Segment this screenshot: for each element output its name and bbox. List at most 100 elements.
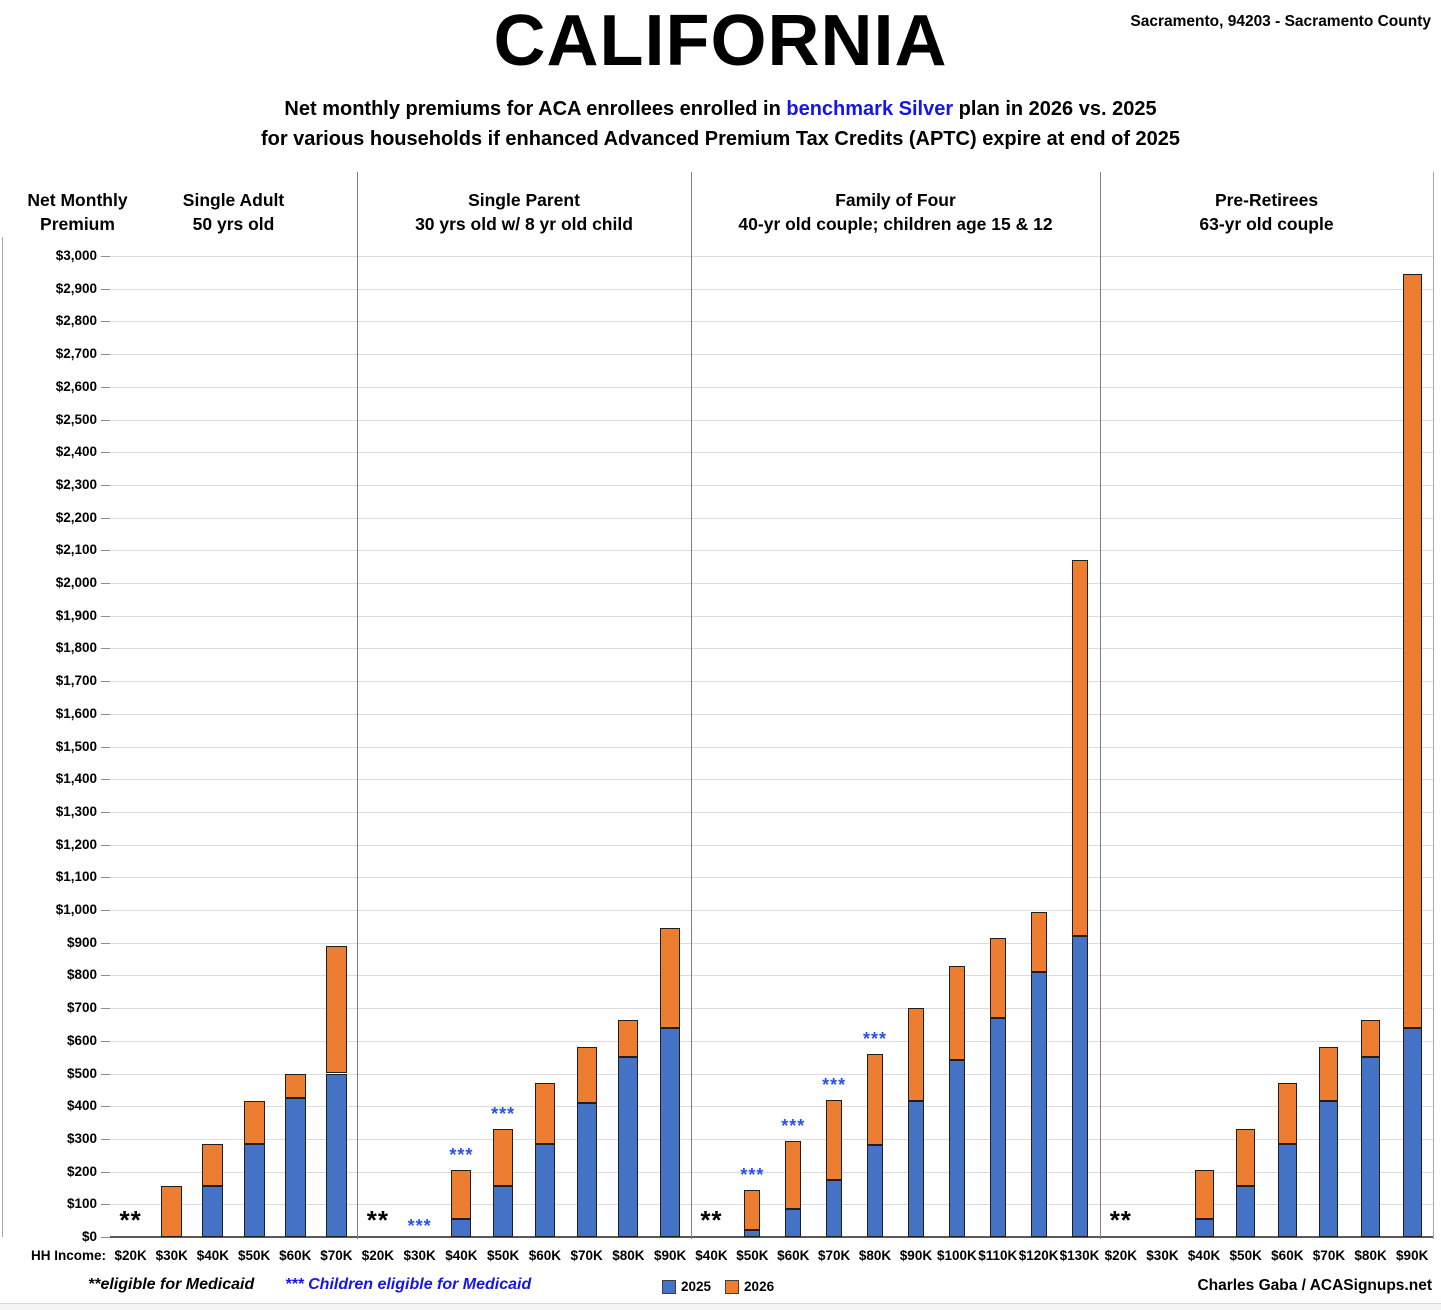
x-label: $20K [1104, 1248, 1137, 1263]
grid-line [110, 811, 1433, 813]
legend-item-2025: 2025 [662, 1279, 711, 1294]
x-label: $60K [528, 1248, 562, 1263]
x-label: $80K [858, 1248, 892, 1263]
grid-line [110, 779, 1433, 781]
panel-title: Single Parent [468, 190, 580, 210]
panel-divider [1100, 172, 1101, 1239]
grid-line [110, 713, 1433, 715]
y-tick-label: $800 [66, 967, 97, 983]
footnote-medicaid: **eligible for Medicaid [88, 1276, 255, 1293]
bar-2025-segment [451, 1219, 472, 1237]
y-axis-tick [101, 1008, 110, 1010]
bottom-strip [0, 1304, 1441, 1310]
grid-line [110, 1073, 1433, 1075]
children-medicaid-marker: *** [491, 1104, 516, 1125]
grid-line [110, 288, 1433, 290]
y-axis-tick [101, 648, 110, 650]
y-axis-tick [101, 288, 110, 290]
grid-line [110, 386, 1433, 388]
bar-2025-segment [243, 1143, 265, 1237]
bar-2026-segment [660, 927, 681, 1028]
bar-2026-segment [1319, 1047, 1339, 1102]
y-tick-label: $2,500 [55, 411, 97, 427]
bar-2026-segment [1194, 1169, 1214, 1219]
y-axis-tick [101, 484, 110, 486]
bar-2025-segment [907, 1101, 924, 1237]
legend-item-2026: 2026 [725, 1279, 774, 1294]
x-label: $50K [486, 1248, 520, 1263]
y-tick-label: $200 [66, 1163, 97, 1179]
y-tick-label: $2,100 [55, 542, 97, 558]
panel-subtitle: 63-yr old couple [1199, 214, 1334, 234]
x-label: $60K [777, 1248, 810, 1263]
y-axis-tick [101, 713, 110, 715]
grid-line [110, 681, 1433, 683]
children-medicaid-marker: *** [781, 1115, 806, 1136]
subtitle-highlight: benchmark Silver [786, 98, 954, 120]
y-axis-tick [101, 452, 110, 454]
y-tick-label: $1,900 [55, 607, 97, 623]
x-label: $20K [114, 1248, 147, 1263]
grid-line [110, 484, 1433, 486]
bar-2025-segment [1194, 1219, 1214, 1237]
bar-2026-segment [493, 1129, 514, 1187]
grid-line [110, 321, 1433, 323]
y-tick-label: $1,700 [55, 673, 97, 689]
chart-left-edge [2, 237, 3, 1237]
x-label: $130K [1059, 1248, 1100, 1263]
y-axis-tick [101, 583, 110, 584]
bar-2026-segment [744, 1189, 761, 1231]
legend-swatch-2025 [662, 1279, 676, 1294]
bar-2025-segment [325, 1073, 347, 1237]
bar-2025-segment [1236, 1186, 1256, 1237]
y-tick-label: $0 [81, 1229, 97, 1244]
y-axis-tick [101, 779, 110, 781]
bar-2025-segment [202, 1186, 224, 1237]
subtitle-text-before: Net monthly premiums for ACA enrollees e… [284, 98, 787, 120]
y-axis-tick [101, 354, 110, 356]
grid-line [110, 648, 1433, 650]
bar-2025-segment [1277, 1143, 1297, 1237]
y-tick-label: $2,800 [55, 313, 97, 329]
chart-legend: 2025 2026 [662, 1279, 774, 1294]
y-tick-label: $1,100 [55, 869, 97, 885]
bar-2025-segment [744, 1230, 761, 1237]
y-tick-label: $2,000 [55, 575, 97, 590]
bar-2026-segment [161, 1186, 183, 1237]
y-axis-tick [101, 1171, 110, 1173]
children-medicaid-marker: *** [407, 1216, 432, 1236]
chart-right-edge [1433, 172, 1434, 1239]
x-axis-line [110, 1236, 1433, 1238]
medicaid-marker: ** [366, 1205, 389, 1235]
x-label: $40K [695, 1248, 728, 1263]
grid-line [110, 1106, 1433, 1108]
bar-2026-segment [1236, 1129, 1256, 1187]
grid-line [110, 942, 1433, 944]
legend-swatch-2026 [725, 1279, 740, 1294]
panel-subtitle: 50 yrs old [192, 214, 275, 234]
y-axis-tick [101, 1204, 110, 1206]
y-tick-label: $500 [66, 1065, 97, 1081]
children-medicaid-marker: *** [740, 1164, 765, 1185]
bar-2025-segment [826, 1179, 843, 1237]
y-tick-label: $3,000 [55, 248, 97, 263]
panel-title: Single Adult [182, 190, 285, 210]
y-tick-label: $2,600 [55, 378, 97, 394]
panel-title: Pre-Retirees [1214, 190, 1319, 210]
y-tick-label: $2,700 [55, 346, 97, 362]
panel-subtitle: 40-yr old couple; children age 15 & 12 [738, 214, 1053, 234]
bar-2026-segment [534, 1083, 555, 1144]
y-tick-label: $2,200 [55, 509, 97, 525]
x-label: $40K [196, 1248, 230, 1263]
y-axis-tick [101, 386, 110, 388]
x-label: $70K [570, 1248, 603, 1263]
bar-2026-segment [1402, 273, 1422, 1028]
grid-line [110, 1171, 1433, 1173]
bar-2025-segment [618, 1057, 639, 1237]
y-axis-tick [101, 811, 110, 813]
bar-2026-segment [243, 1101, 265, 1144]
y-axis-tick [101, 975, 110, 977]
page-title: CALIFORNIA [493, 1, 948, 81]
grid-line [110, 419, 1433, 421]
